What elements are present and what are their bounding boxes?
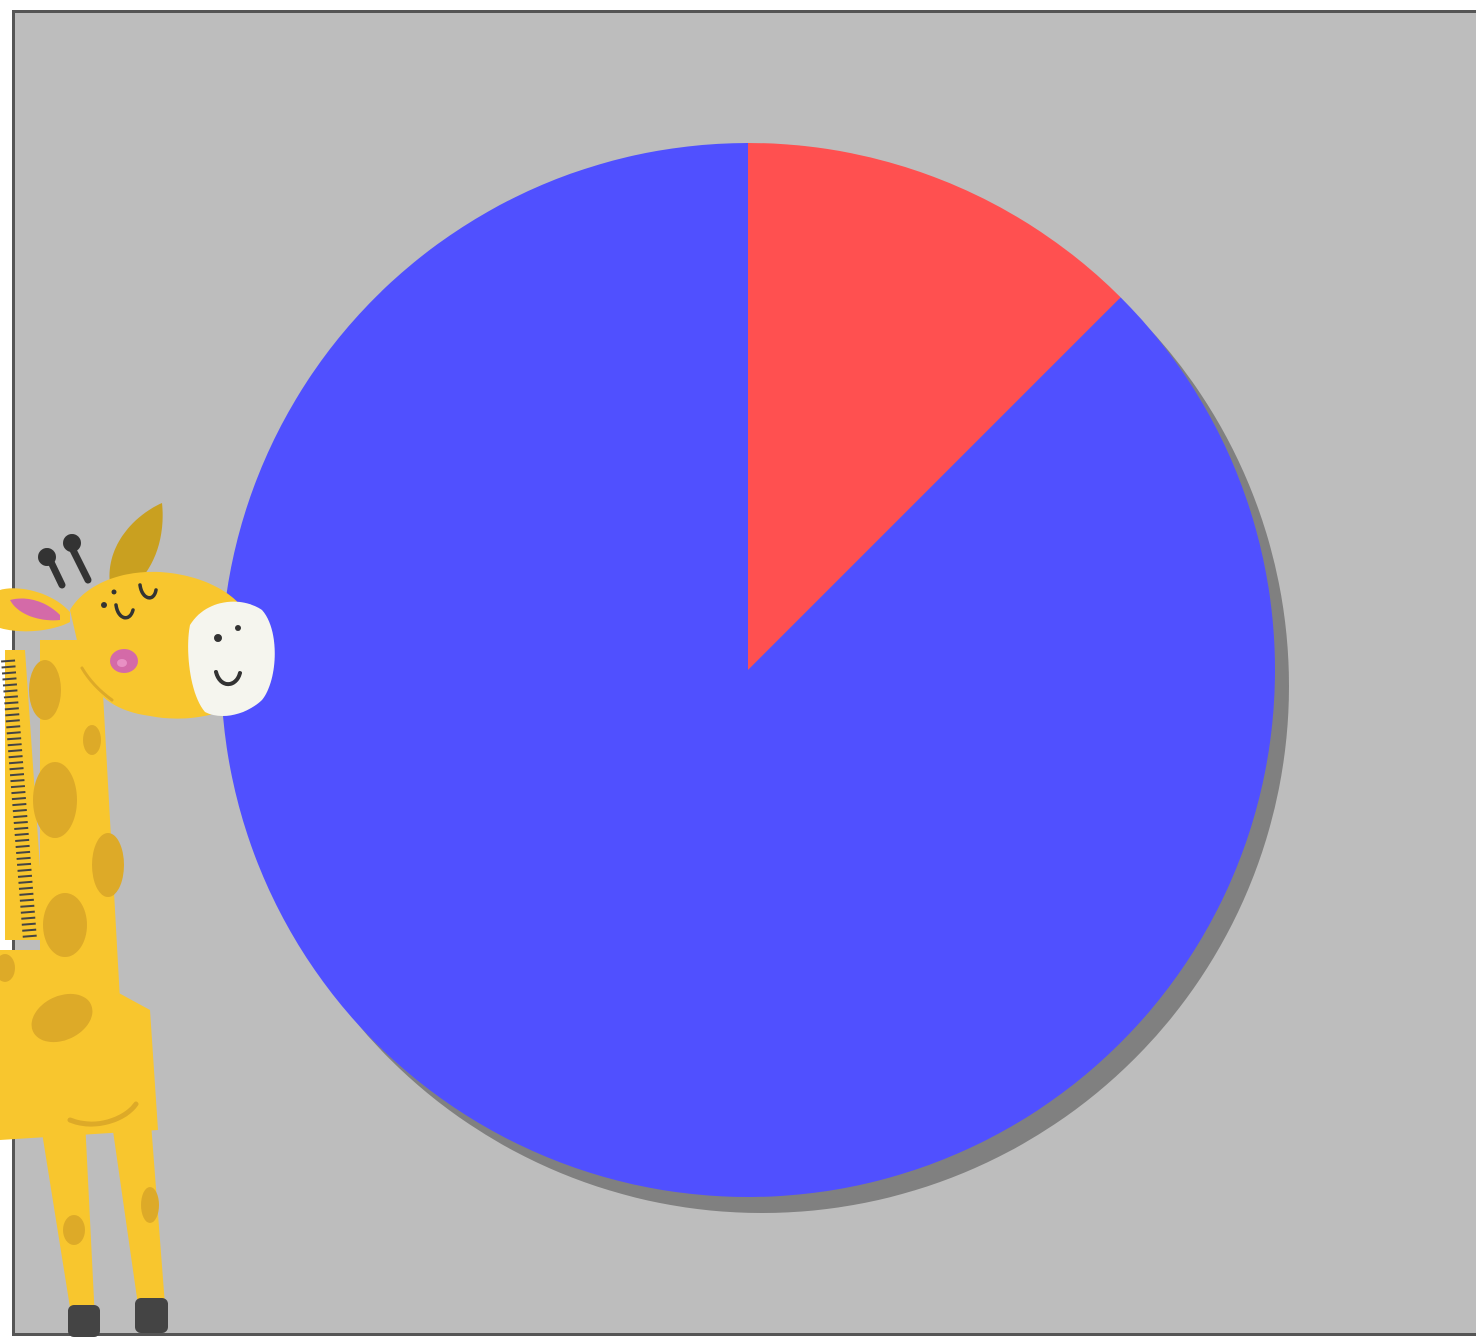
pie-slices (220, 143, 1275, 1197)
pie-slice-1 (220, 143, 1275, 1197)
giraffe-icon (0, 503, 275, 1337)
pie-slice-0 (748, 143, 1121, 670)
